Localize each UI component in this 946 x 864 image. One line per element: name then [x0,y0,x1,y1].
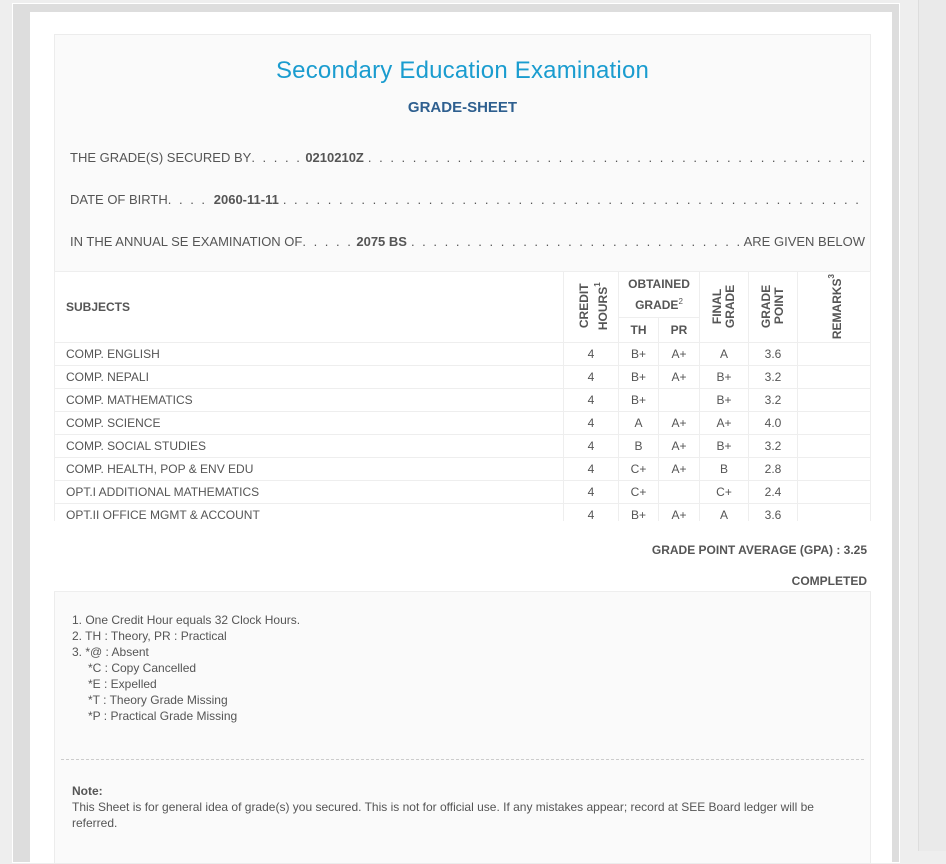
cell-th: A [618,411,659,436]
header-th: TH [618,316,659,344]
cell-th: C+ [618,480,659,505]
footnote: 2. TH : Theory, PR : Practical [72,629,227,643]
grades-table: SUBJECTS CREDIT HOURS1 OBTAINED GRADE2 F… [54,270,871,528]
grade-sheet: Secondary Education Examination GRADE-SH… [54,34,871,864]
header-final-grade: FINAL GRADE [699,270,749,344]
footnote: 3. *@ : Absent [72,645,149,659]
cell-gp: 3.2 [748,434,798,459]
table-row: COMP. NEPALI 4 B+ A+ B+ 3.2 [54,365,871,390]
divider [61,759,864,760]
header-subjects: SUBJECTS [54,270,564,344]
cell-gp: 4.0 [748,411,798,436]
table-row: COMP. SCIENCE 4 A A+ A+ 4.0 [54,411,871,436]
dob-line: DATE OF BIRTH . . . . . . 2060-11-11 . .… [70,192,865,207]
cell-remarks [797,342,871,367]
page-subtitle: GRADE-SHEET [407,99,518,116]
dob-value: 2060-11-11 [213,192,279,207]
cell-th: B+ [618,388,659,413]
cell-th: B+ [618,342,659,367]
dob-label: DATE OF BIRTH [70,192,168,207]
cell-credit: 4 [563,365,619,390]
cell-gp: 3.2 [748,388,798,413]
secured-by-label: THE GRADE(S) SECURED BY [70,150,252,165]
table-row: OPT.I ADDITIONAL MATHEMATICS 4 C+ C+ 2.4 [54,480,871,505]
exam-year: 2075 BS [356,234,407,249]
cell-pr [658,480,700,505]
table-row: COMP. HEALTH, POP & ENV EDU 4 C+ A+ B 2.8 [54,457,871,482]
cell-subject: OPT.I ADDITIONAL MATHEMATICS [54,480,564,505]
cell-gp: 2.8 [748,457,798,482]
cell-gp: 3.2 [748,365,798,390]
cell-pr: A+ [658,365,700,390]
cell-subject: COMP. SCIENCE [54,411,564,436]
cell-credit: 4 [563,342,619,367]
cell-subject: COMP. MATHEMATICS [54,388,564,413]
result-status: COMPLETED [791,574,867,588]
footnote: *C : Copy Cancelled [88,661,197,675]
note: Note: This Sheet is for general idea of … [72,783,852,831]
cell-credit: 4 [563,411,619,436]
table-row: COMP. SOCIAL STUDIES 4 B A+ B+ 3.2 [54,434,871,459]
secured-by-line: THE GRADE(S) SECURED BY . . . . . . 0210… [70,150,865,165]
cell-gp: 3.6 [748,342,798,367]
exam-line: IN THE ANNUAL SE EXAMINATION OF . . . . … [70,234,865,249]
cell-credit: 4 [563,457,619,482]
cell-remarks [797,411,871,436]
exam-label: IN THE ANNUAL SE EXAMINATION OF [70,234,303,249]
cell-final: B+ [699,365,749,390]
cell-remarks [797,365,871,390]
cell-subject: COMP. HEALTH, POP & ENV EDU [54,457,564,482]
footnotes: 1. One Credit Hour equals 32 Clock Hours… [72,612,300,724]
cell-th: B [618,434,659,459]
cell-remarks [797,457,871,482]
cell-credit: 4 [563,480,619,505]
header-obtained-grade: OBTAINED GRADE2 [618,271,700,318]
gpa-value: GRADE POINT AVERAGE (GPA) : 3.25 [651,543,867,557]
cell-remarks [797,434,871,459]
cell-subject: COMP. SOCIAL STUDIES [54,434,564,459]
cell-credit: 4 [563,434,619,459]
header-remarks: REMARKS3 [797,270,871,344]
cell-pr: A+ [658,411,700,436]
cell-pr: A+ [658,434,700,459]
exam-suffix: ARE GIVEN BELOW [743,234,865,249]
cell-credit: 4 [563,388,619,413]
cell-final: A+ [699,411,749,436]
table-row: COMP. MATHEMATICS 4 B+ B+ 3.2 [54,388,871,413]
cell-final: B [699,457,749,482]
footnote: *E : Expelled [88,677,157,691]
header-pr: PR [658,316,700,344]
symbol-number: 0210210Z [305,150,364,165]
cell-final: A [699,342,749,367]
note-label: Note: [72,784,103,798]
cell-pr: A+ [658,457,700,482]
cell-pr [658,388,700,413]
header-grade-point: GRADE POINT [748,270,798,344]
note-text: This Sheet is for general idea of grade(… [72,800,814,830]
cell-final: C+ [699,480,749,505]
cell-subject: COMP. NEPALI [54,365,564,390]
page-title: Secondary Education Examination [275,57,650,84]
cell-th: C+ [618,457,659,482]
cell-remarks [797,388,871,413]
table-row: COMP. ENGLISH 4 B+ A+ A 3.6 [54,342,871,367]
cell-gp: 2.4 [748,480,798,505]
cell-subject: COMP. ENGLISH [54,342,564,367]
summary: GRADE POINT AVERAGE (GPA) : 3.25 COMPLET… [54,521,871,592]
header-credit-hours: CREDIT HOURS1 [563,270,619,344]
footnote: 1. One Credit Hour equals 32 Clock Hours… [72,613,301,627]
footnote: *P : Practical Grade Missing [88,709,238,723]
cell-final: B+ [699,388,749,413]
footnote: *T : Theory Grade Missing [88,693,228,707]
cell-remarks [797,480,871,505]
scrollbar[interactable] [918,0,946,851]
cell-pr: A+ [658,342,700,367]
cell-th: B+ [618,365,659,390]
cell-final: B+ [699,434,749,459]
